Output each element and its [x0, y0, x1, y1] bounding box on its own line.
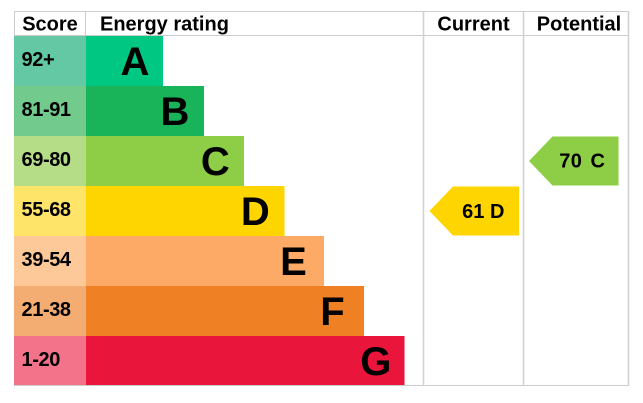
svg-text:70 C: 70 C	[559, 151, 605, 173]
svg-text:39-54: 39-54	[22, 249, 72, 271]
svg-text:E: E	[280, 240, 307, 284]
svg-text:61 D: 61 D	[462, 201, 504, 223]
svg-text:1-20: 1-20	[22, 349, 61, 371]
svg-text:D: D	[241, 190, 270, 234]
svg-text:92+: 92+	[22, 49, 55, 71]
svg-text:69-80: 69-80	[22, 149, 71, 171]
svg-text:F: F	[320, 290, 344, 334]
svg-text:C: C	[201, 140, 230, 184]
svg-text:81-91: 81-91	[22, 99, 71, 121]
svg-text:Score: Score	[22, 14, 78, 36]
svg-text:55-68: 55-68	[22, 199, 71, 221]
svg-text:Current: Current	[437, 14, 510, 36]
svg-text:G: G	[360, 340, 391, 384]
svg-text:Potential: Potential	[537, 14, 621, 36]
svg-text:Energy rating: Energy rating	[100, 14, 229, 36]
svg-text:21-38: 21-38	[22, 299, 71, 321]
svg-text:B: B	[161, 90, 190, 134]
svg-text:A: A	[121, 40, 150, 84]
